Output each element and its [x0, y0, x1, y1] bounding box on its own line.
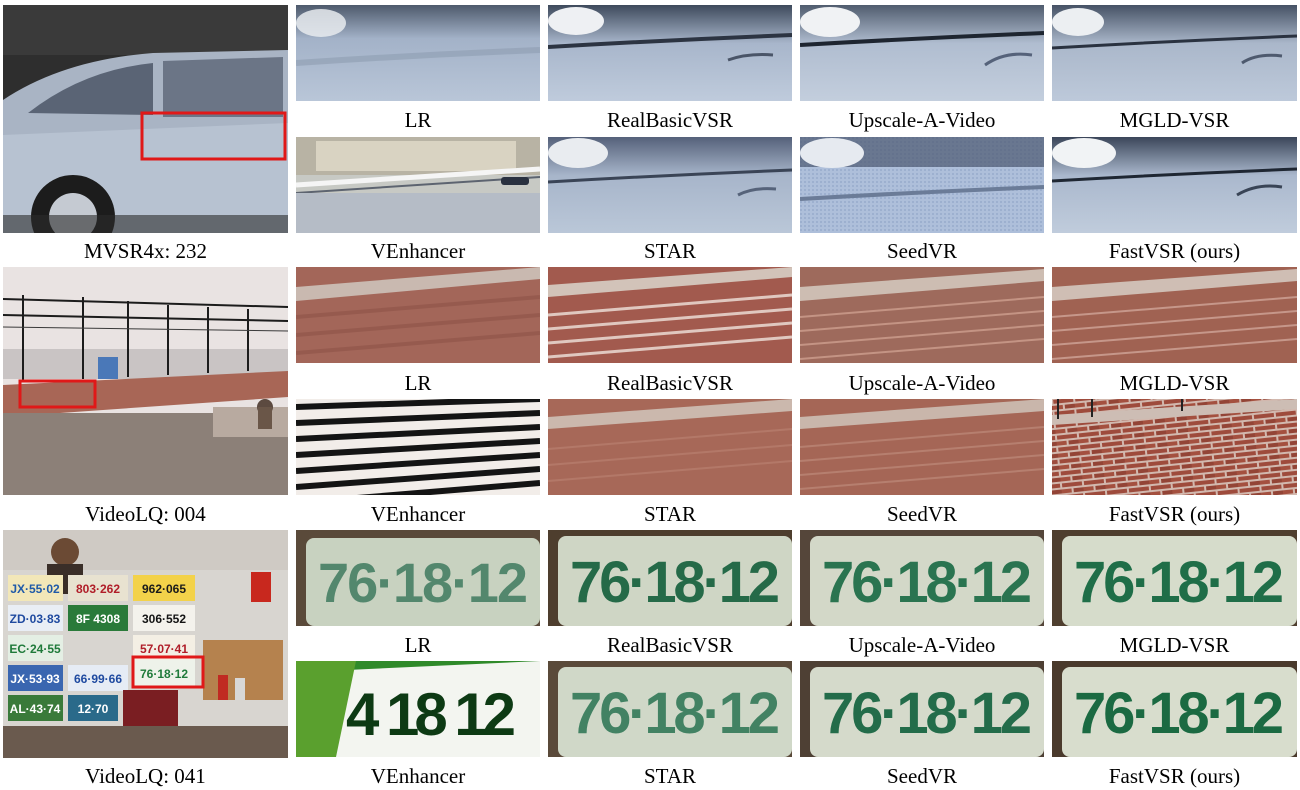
plate-number: 76·18·12	[570, 550, 780, 615]
ref-plate-10: 66·99·66	[74, 672, 122, 686]
method-label-lr: LR	[404, 108, 432, 132]
ref-plate-1: JX·55·02	[10, 582, 60, 596]
method-label-realbasicvsr: RealBasicVSR	[607, 108, 733, 132]
crop-car-realbasicvsr	[548, 5, 792, 101]
crop-car-lr	[296, 5, 540, 101]
method-label-lr: LR	[404, 371, 432, 395]
plate-number: 76·18·12	[822, 681, 1032, 746]
crop-brick-venhancer	[296, 399, 540, 495]
crop-brick-fastvsr	[1052, 399, 1297, 495]
method-label-fastvsr: FastVSR (ours)	[1108, 239, 1241, 263]
method-label-star: STAR	[644, 502, 696, 526]
crop-plate-star: 76·18·12	[548, 661, 792, 757]
reference-caption: VideoLQ: 004	[85, 502, 206, 526]
reference-caption: MVSR4x: 232	[83, 239, 208, 263]
method-label-mgld-vsr: MGLD-VSR	[1119, 108, 1230, 132]
crop-brick-star	[548, 399, 792, 495]
method-label-venhancer: VEnhancer	[370, 239, 466, 263]
crop-car-venhancer	[296, 137, 540, 233]
ref-plate-2: 803·262	[76, 582, 120, 596]
ref-plate-9: JX·53·93	[10, 672, 60, 686]
method-label-seedvr: SeedVR	[887, 764, 957, 788]
method-label-fastvsr: FastVSR (ours)	[1108, 502, 1241, 526]
crop-plate-venhancer: 4 18 12	[296, 661, 540, 757]
plate-number: 76·18·12	[822, 550, 1032, 615]
crop-plate-mgld-vsr: 76·18·12	[1052, 530, 1297, 626]
method-label-realbasicvsr: RealBasicVSR	[607, 633, 733, 657]
method-label-lr: LR	[404, 633, 432, 657]
crop-car-upscale-a-video	[800, 5, 1044, 101]
reference-image-car	[3, 5, 288, 233]
crop-plate-lr: 76·18·12	[296, 530, 540, 626]
method-label-upscale-a-video: Upscale-A-Video	[848, 108, 996, 132]
plate-number: 76·18·12	[318, 551, 528, 614]
reference-image-brick	[3, 267, 288, 495]
reference-image-plates: JX·55·02 803·262 962·065 ZD·03·83 8F 430…	[3, 530, 288, 758]
method-label-venhancer: VEnhancer	[370, 764, 466, 788]
method-label-star: STAR	[644, 764, 696, 788]
crop-brick-realbasicvsr	[548, 267, 792, 363]
crop-plate-fastvsr: 76·18·12	[1052, 661, 1297, 757]
highlight-box	[131, 655, 205, 689]
crop-car-fastvsr	[1052, 137, 1297, 233]
crop-brick-upscale-a-video	[800, 267, 1044, 363]
crop-plate-seedvr: 76·18·12	[800, 661, 1044, 757]
plate-number: 4 18 12	[346, 681, 516, 748]
method-label-fastvsr: FastVSR (ours)	[1108, 764, 1241, 788]
reference-caption: VideoLQ: 041	[85, 764, 206, 788]
highlight-box	[140, 111, 287, 161]
plate-number: 76·18·12	[1074, 681, 1284, 746]
crop-plate-realbasicvsr: 76·18·12	[548, 530, 792, 626]
ref-plate-5: 8F 4308	[76, 612, 120, 626]
method-label-upscale-a-video: Upscale-A-Video	[848, 633, 996, 657]
plate-number: 76·18·12	[570, 681, 780, 746]
highlight-box	[18, 379, 97, 409]
crop-brick-mgld-vsr	[1052, 267, 1297, 363]
ref-plate-12: AL·43·74	[10, 702, 61, 716]
method-label-seedvr: SeedVR	[887, 502, 957, 526]
method-label-star: STAR	[644, 239, 696, 263]
method-label-venhancer: VEnhancer	[370, 502, 466, 526]
method-label-mgld-vsr: MGLD-VSR	[1119, 633, 1230, 657]
ref-plate-11: 76·18·12	[140, 667, 188, 681]
ref-plate-8: 57·07·41	[140, 642, 188, 656]
method-label-seedvr: SeedVR	[887, 239, 957, 263]
crop-car-star	[548, 137, 792, 233]
method-label-mgld-vsr: MGLD-VSR	[1119, 371, 1230, 395]
method-label-upscale-a-video: Upscale-A-Video	[848, 371, 996, 395]
method-label-realbasicvsr: RealBasicVSR	[607, 371, 733, 395]
ref-plate-4: ZD·03·83	[10, 612, 61, 626]
crop-car-seedvr	[800, 137, 1044, 233]
crop-brick-lr	[296, 267, 540, 363]
plate-number: 76·18·12	[1074, 550, 1284, 615]
ref-plate-6: 306·552	[142, 612, 186, 626]
crop-plate-upscale-a-video: 76·18·12	[800, 530, 1044, 626]
crop-car-mgld-vsr	[1052, 5, 1297, 101]
crop-brick-seedvr	[800, 399, 1044, 495]
ref-plate-3: 962·065	[142, 582, 186, 596]
ref-plate-7: EC·24·55	[9, 642, 61, 656]
ref-plate-13: 12·70	[78, 702, 109, 716]
